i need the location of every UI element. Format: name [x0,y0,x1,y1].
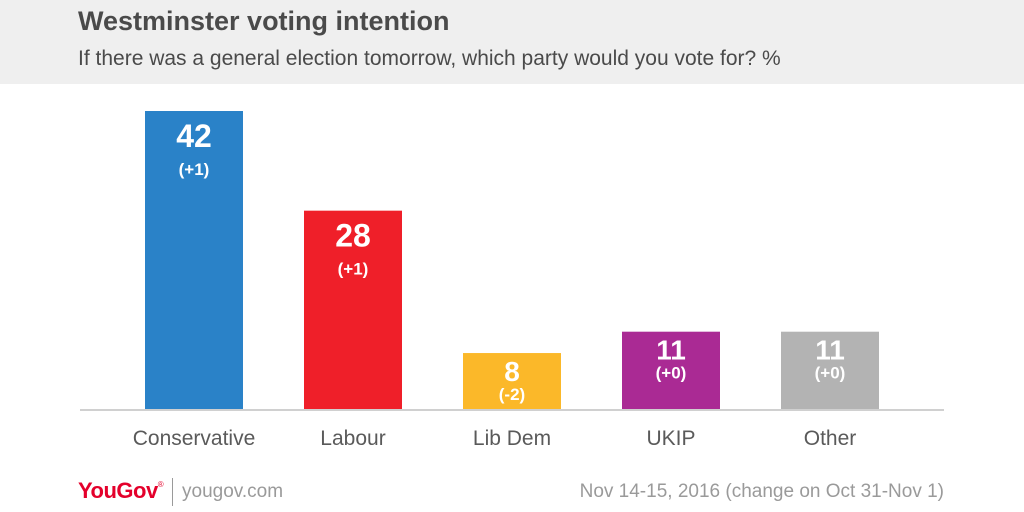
x-tick-label-other: Other [804,427,857,450]
value-label-labour: 28 [335,218,371,254]
bar-conservative [145,111,243,410]
bar-lib-dem [463,353,561,410]
change-label-ukip: (+0) [656,364,687,383]
bar-other [781,331,879,410]
bars-group: 42(+1)28(+1)8(-2)11(+0)11(+0) [145,111,879,410]
change-label-other: (+0) [815,364,846,383]
x-tick-label-lib-dem: Lib Dem [473,427,551,450]
change-label-conservative: (+1) [179,160,210,179]
value-label-other: 11 [815,335,845,366]
x-tick-label-ukip: UKIP [646,427,695,450]
change-label-labour: (+1) [338,260,369,279]
x-tick-label-conservative: Conservative [133,427,256,450]
bar-labour [304,210,402,410]
logo-registered-mark: ® [157,480,164,489]
footer-site-link[interactable]: yougov.com [182,481,284,502]
footer-divider [172,478,173,506]
x-tick-labels: Conservative Labour Lib Dem UKIP Other [133,427,857,450]
change-label-lib-dem: (-2) [499,385,525,404]
bar-ukip [622,331,720,410]
header-band: Westminster voting intention If there wa… [0,0,1024,84]
value-label-conservative: 42 [176,118,212,154]
x-tick-label-labour: Labour [320,427,385,450]
logo-text: YouGov [78,478,158,503]
bar-chart: 42(+1)28(+1)8(-2)11(+0)11(+0) Conservati… [80,111,944,450]
value-label-ukip: 11 [656,335,686,366]
footer-date-note: Nov 14-15, 2016 (change on Oct 31-Nov 1) [579,481,944,502]
yougov-logo[interactable]: YouGov® [78,478,164,504]
value-label-lib-dem: 8 [504,356,520,387]
chart-subtitle: If there was a general election tomorrow… [78,47,781,70]
chart-title: Westminster voting intention [78,6,450,36]
